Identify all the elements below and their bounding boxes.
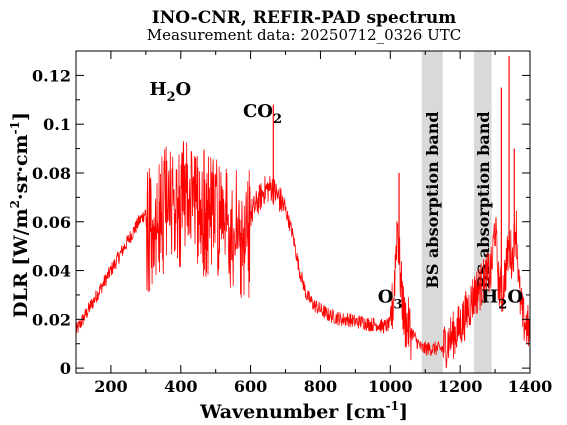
- y-ticks: 0 0.02 0.04 0.06 0.08 0.1 0.12: [32, 66, 530, 378]
- molecule-annotation: CO2: [243, 101, 282, 127]
- x-tick-label: 800: [304, 377, 337, 396]
- absorption-band: [421, 51, 443, 373]
- y-axis-label-s2: -1: [8, 121, 22, 134]
- x-tick-label: 400: [164, 377, 197, 396]
- molecule-annotation: O3: [378, 286, 403, 312]
- molecule-annotation: H2O: [149, 79, 191, 105]
- molecule-annotation: H2O: [481, 286, 523, 312]
- x-tick-label: 1000: [368, 377, 413, 396]
- y-tick-label: 0.06: [32, 213, 71, 232]
- annotations: H2O CO2 O3 H2O: [149, 79, 523, 312]
- spectrum-line: [75, 141, 531, 369]
- x-axis-label-sup: -1: [386, 399, 399, 413]
- y-tick-label: 0: [60, 359, 71, 378]
- x-ticks: 200 400 600 800 1000 1200 1400: [75, 51, 553, 396]
- y-tick-label: 0.08: [32, 164, 71, 183]
- y-axis-label-s1: 2: [8, 200, 22, 208]
- spectrum-line-group: [75, 55, 531, 369]
- chart-subtitle: Measurement data: 20250712_0326 UTC: [147, 26, 461, 44]
- y-axis-label-p2: ·sr·cm: [10, 134, 32, 200]
- x-axis-label-end: ]: [399, 401, 408, 423]
- y-axis-label: DLR [W/m2·sr·cm-1]: [8, 112, 32, 318]
- y-tick-label: 0.12: [32, 66, 71, 85]
- x-axis-label: Wavenumber [cm-1]: [199, 399, 408, 423]
- band-label: BS absorption band: [474, 111, 493, 288]
- absorption-bands: BS absorption band BS absorption band: [421, 51, 493, 373]
- chart-title: INO-CNR, REFIR-PAD spectrum: [152, 8, 456, 28]
- y-axis-label-p3: ]: [10, 112, 32, 121]
- band-label: BS absorption band: [423, 111, 442, 288]
- y-axis-label-p1: DLR [W/m: [10, 208, 32, 318]
- x-tick-label: 1400: [508, 377, 553, 396]
- y-tick-label: 0.04: [32, 262, 71, 281]
- y-tick-label: 0.1: [43, 115, 71, 134]
- x-tick-label: 600: [234, 377, 267, 396]
- x-tick-label: 200: [94, 377, 127, 396]
- y-tick-label: 0.02: [32, 310, 71, 329]
- x-axis-label-main: Wavenumber [cm: [199, 401, 386, 423]
- x-tick-label: 1200: [438, 377, 483, 396]
- plot-frame: [75, 50, 531, 374]
